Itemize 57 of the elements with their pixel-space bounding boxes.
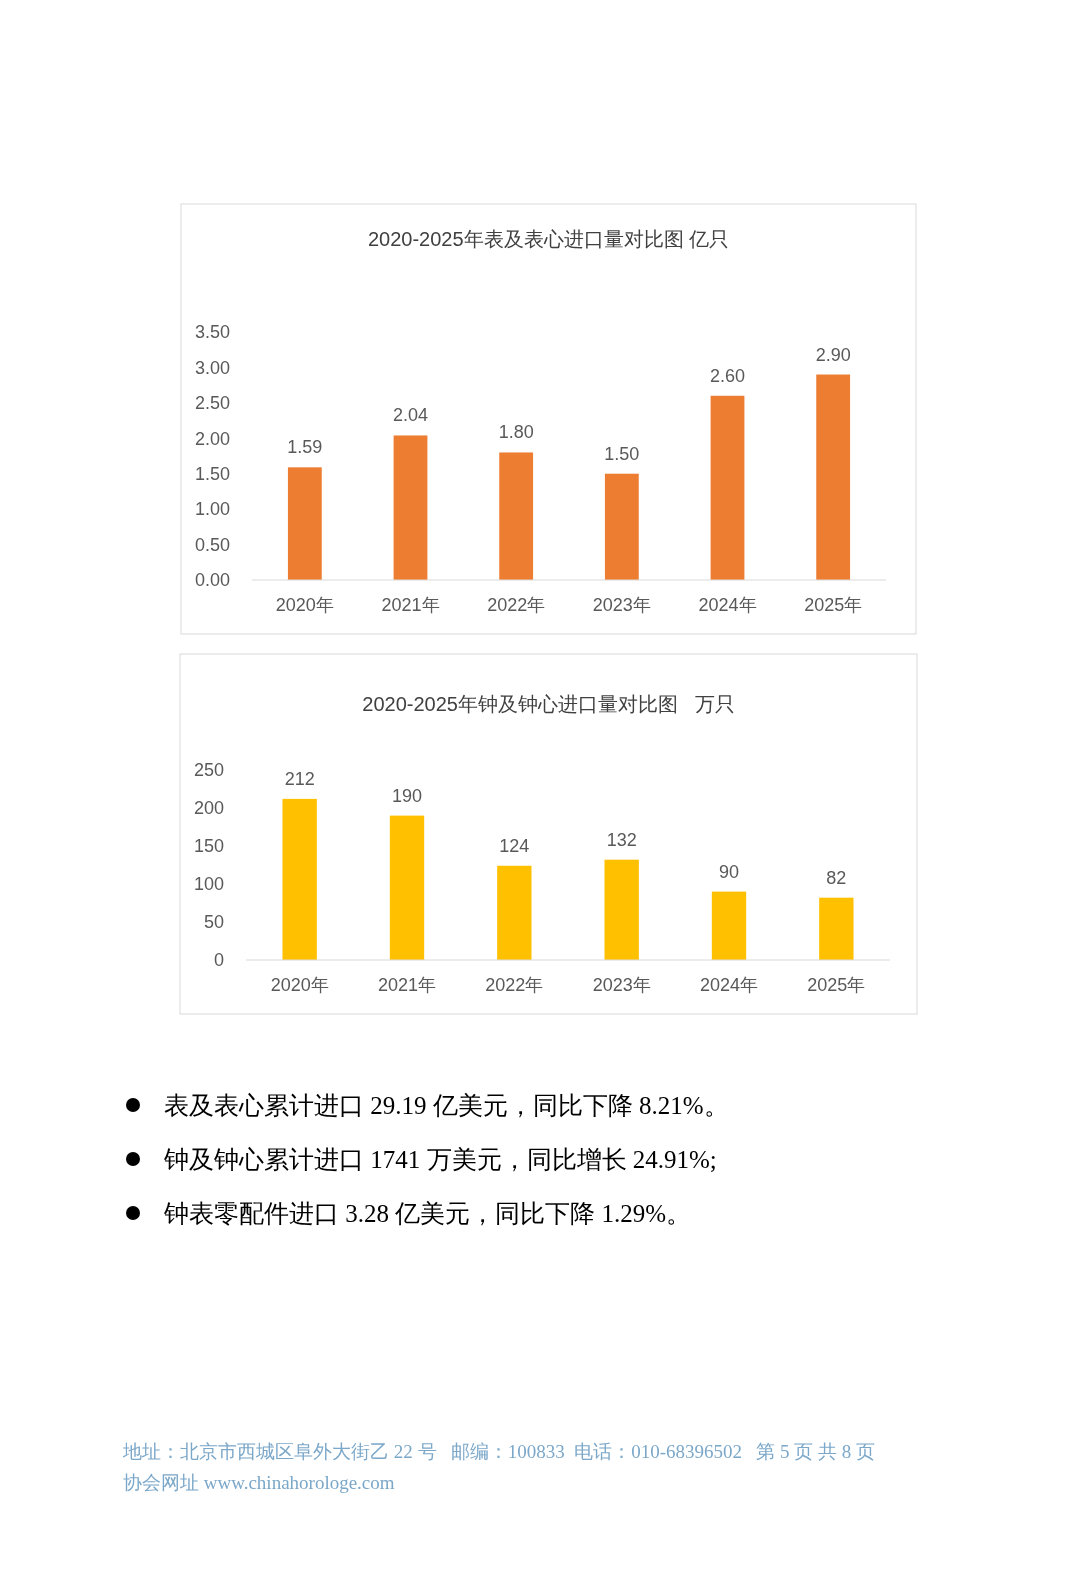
y-tick-label: 0.00 — [194, 570, 230, 591]
text: 地址：北京市西城区阜外大街乙 22 号 邮编：100833 电话：010-68396502 第 5 页 共 8 页 — [122, 1441, 876, 1462]
y-tick-label: 150 — [193, 836, 224, 857]
data-label: 2.60 — [709, 365, 746, 386]
data-label: 2.90 — [815, 344, 851, 365]
data-label: 132 — [606, 829, 637, 850]
y-tick-label: 100 — [193, 874, 224, 895]
data-label: 90 — [718, 861, 740, 882]
bar — [282, 798, 317, 960]
data-label: 1.50 — [604, 443, 640, 464]
bar — [604, 473, 639, 580]
y-tick-label: 1.00 — [194, 499, 230, 520]
text: 表及表心累计进口 29.19 亿美元，同比下降 8.21%。 — [164, 1092, 729, 1119]
data-label: 2.04 — [392, 405, 429, 426]
x-tick-label: 2022年 — [487, 595, 546, 615]
y-tick-label: 3.50 — [194, 322, 230, 343]
y-tick-label: 1.50 — [194, 464, 230, 485]
text: 钟表零配件进口 3.28 亿美元，同比下降 1.29%。 — [163, 1200, 692, 1227]
x-tick-label: 2024年 — [698, 595, 757, 615]
data-label: 124 — [499, 835, 530, 856]
bar — [287, 467, 322, 580]
y-tick-label: 50 — [203, 912, 224, 933]
y-tick-label: 250 — [193, 760, 224, 781]
y-tick-label: 0 — [213, 950, 224, 971]
x-tick-label: 2022年 — [485, 975, 544, 995]
x-tick-label: 2021年 — [381, 595, 440, 615]
bar — [497, 865, 532, 960]
chart-title: 2020-2025年钟及钟心进口量对比图 万只 — [362, 693, 735, 715]
bar — [711, 891, 747, 960]
x-tick-label: 2020年 — [270, 975, 329, 995]
x-tick-label: 2025年 — [804, 595, 863, 615]
data-label: 1.59 — [287, 437, 323, 458]
text: 协会网址 www.chinahorologe.com — [123, 1472, 395, 1493]
bar — [389, 815, 425, 960]
data-label: 190 — [391, 785, 423, 806]
data-label: 1.80 — [498, 422, 534, 443]
chart-title: 2020-2025年表及表心进口量对比图 亿只 — [367, 228, 730, 250]
bar — [393, 435, 428, 580]
x-tick-label: 2025年 — [807, 975, 866, 995]
bar — [819, 897, 854, 960]
y-tick-label: 200 — [193, 798, 224, 819]
bar — [710, 395, 745, 580]
x-tick-label: 2021年 — [377, 975, 437, 995]
y-tick-label: 2.00 — [194, 428, 230, 449]
data-label: 212 — [284, 768, 315, 789]
data-label: 82 — [826, 867, 847, 888]
x-tick-label: 2020年 — [275, 595, 334, 615]
y-tick-label: 2.50 — [194, 393, 230, 414]
text: 钟及钟心累计进口 1741 万美元，同比增长 24.91%; — [163, 1146, 717, 1173]
bar — [604, 859, 639, 960]
bar — [816, 374, 851, 580]
bar — [499, 452, 534, 580]
x-tick-label: 2024年 — [699, 975, 759, 995]
y-tick-label: 0.50 — [194, 534, 230, 555]
y-tick-label: 3.00 — [194, 357, 230, 378]
x-tick-label: 2023年 — [592, 975, 651, 995]
x-tick-label: 2023年 — [592, 595, 651, 615]
